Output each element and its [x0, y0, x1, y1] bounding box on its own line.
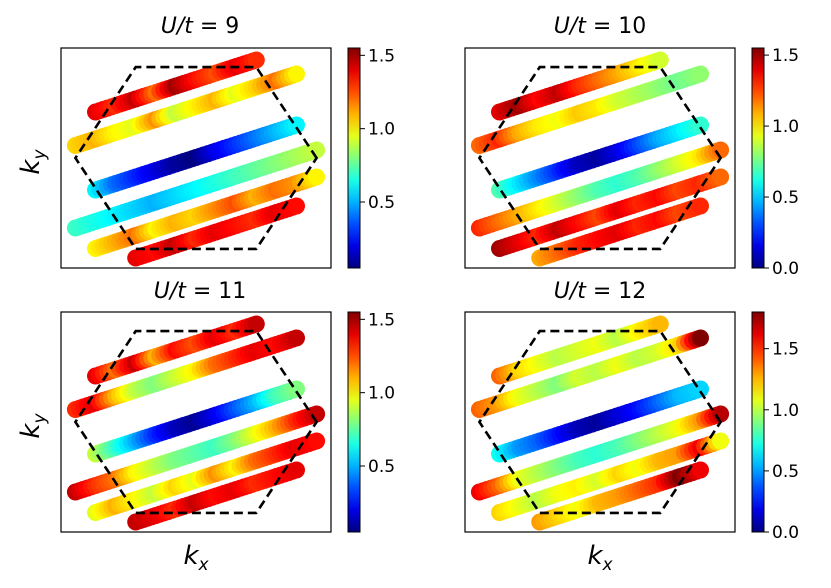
data-point — [692, 461, 709, 479]
y-axis-label: ky — [16, 413, 50, 439]
brillouin-zone-hexagon — [477, 65, 723, 251]
brillouin-zone-hexagon — [73, 329, 319, 515]
colorbar-tick-label: 0.0 — [772, 259, 799, 279]
colorbar-tick-label: 1.5 — [368, 46, 395, 66]
panel-3: U/t = 11 0.5 1.0 1.5 ky kx — [16, 279, 395, 575]
data-point — [712, 141, 730, 159]
data-point — [308, 141, 326, 159]
panel-title: U/t = 11 — [154, 279, 247, 304]
data-point — [288, 65, 305, 83]
data-point — [712, 168, 730, 186]
colorbar — [751, 311, 765, 533]
panel-1: U/t = 9 0.5 1.0 1.5 ky — [16, 14, 395, 269]
data-point — [288, 329, 305, 347]
scatter-points — [470, 315, 730, 531]
data-point — [247, 315, 265, 333]
data-point — [692, 65, 709, 83]
colorbar — [347, 311, 361, 533]
colorbar — [751, 47, 765, 269]
x-axis-label: kx — [183, 541, 209, 575]
colorbar-tick-label: 1.5 — [772, 46, 799, 66]
data-point — [308, 432, 326, 450]
panel-title: U/t = 9 — [161, 14, 240, 39]
colorbar-tick-label: 1.0 — [772, 117, 799, 137]
panel-4: U/t = 12 0.0 0.5 1.0 1.5 kx — [464, 279, 799, 575]
data-point — [651, 51, 669, 69]
panel-title: U/t = 10 — [554, 14, 647, 39]
panel-2: U/t = 10 0.0 0.5 1.0 1.5 — [464, 14, 799, 279]
data-point — [308, 168, 326, 186]
colorbar-tick-label: 0.5 — [772, 462, 799, 482]
colorbar-tick-label: 1.0 — [772, 401, 799, 421]
scatter-points — [66, 51, 326, 267]
colorbar — [347, 47, 361, 269]
data-point — [308, 405, 326, 423]
data-point — [692, 329, 709, 347]
colorbar-tick-label: 0.5 — [772, 188, 799, 208]
scatter-points — [470, 51, 730, 267]
data-point — [288, 461, 305, 479]
colorbar-tick-label: 0.0 — [772, 523, 799, 543]
colorbar-tick-label: 0.5 — [368, 193, 395, 213]
data-point — [712, 405, 730, 423]
colorbar-tick-label: 0.5 — [368, 457, 395, 477]
data-point — [692, 197, 709, 215]
colorbar-tick-label: 1.5 — [772, 340, 799, 360]
data-point — [288, 197, 305, 215]
data-point — [712, 432, 730, 450]
panel-title: U/t = 12 — [554, 279, 647, 304]
colorbar-tick-label: 1.0 — [368, 120, 395, 140]
y-axis-label: ky — [16, 149, 50, 175]
data-point — [247, 51, 265, 69]
data-point — [651, 315, 669, 333]
colorbar-tick-label: 1.5 — [368, 310, 395, 330]
brillouin-zone-hexagon — [477, 329, 723, 515]
scatter-points — [66, 315, 326, 531]
colorbar-tick-label: 1.0 — [368, 384, 395, 404]
brillouin-zone-hexagon — [73, 65, 319, 251]
x-axis-label: kx — [587, 541, 613, 575]
